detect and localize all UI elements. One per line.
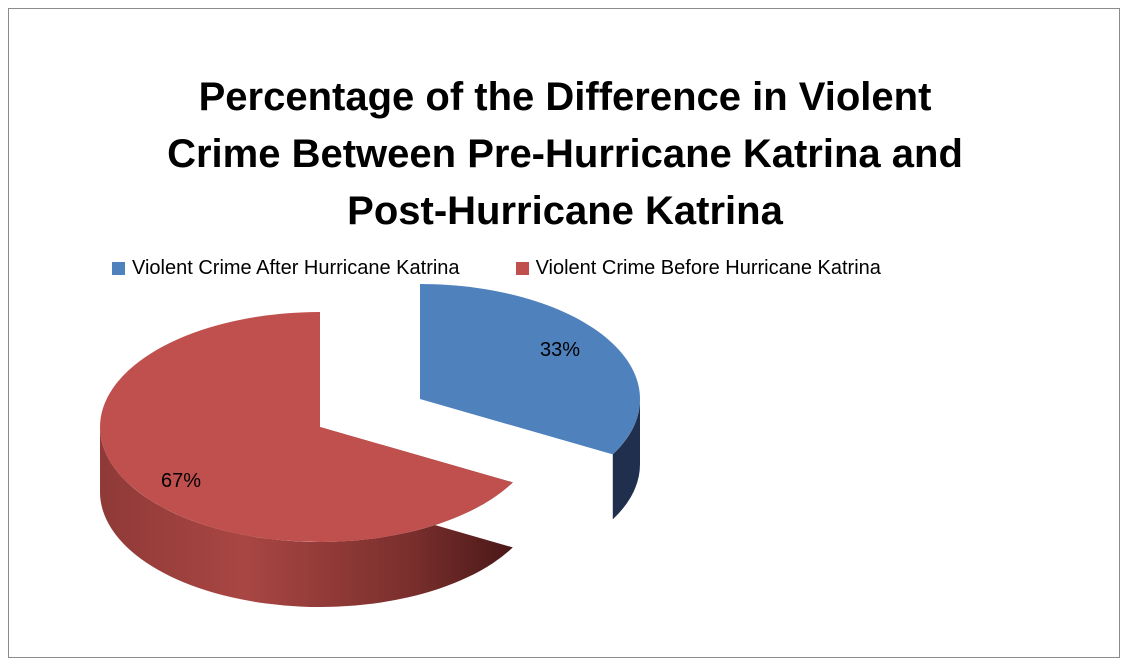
data-label-before-katrina: 67% <box>161 470 201 492</box>
legend-item-after-katrina: Violent Crime After Hurricane Katrina <box>112 257 460 280</box>
pie-slice-after-katrina-side <box>420 284 640 520</box>
pie-slice-after-katrina-top <box>420 284 640 455</box>
pie-slice-after-katrina <box>420 284 640 520</box>
chart-title-line-2: Crime Between Pre-Hurricane Katrina and <box>167 132 963 176</box>
legend-label-before-katrina: Violent Crime Before Hurricane Katrina <box>535 257 881 279</box>
chart-legend: Violent Crime After Hurricane Katrina Vi… <box>112 257 937 280</box>
legend-swatch-before-katrina <box>515 262 529 275</box>
chart-title-line-3: Post-Hurricane Katrina <box>347 189 783 233</box>
pie-slice-before-katrina <box>99 312 513 607</box>
pie-slice-before-katrina-top <box>99 312 513 542</box>
legend-label-after-katrina: Violent Crime After Hurricane Katrina <box>132 257 460 279</box>
data-label-after-katrina: 33% <box>540 339 580 361</box>
chart-title: Percentage of the Difference in Violent … <box>9 69 1121 240</box>
chart-title-line-1: Percentage of the Difference in Violent <box>198 75 932 119</box>
legend-swatch-after-katrina <box>112 262 125 275</box>
legend-item-before-katrina: Violent Crime Before Hurricane Katrina <box>515 257 881 280</box>
